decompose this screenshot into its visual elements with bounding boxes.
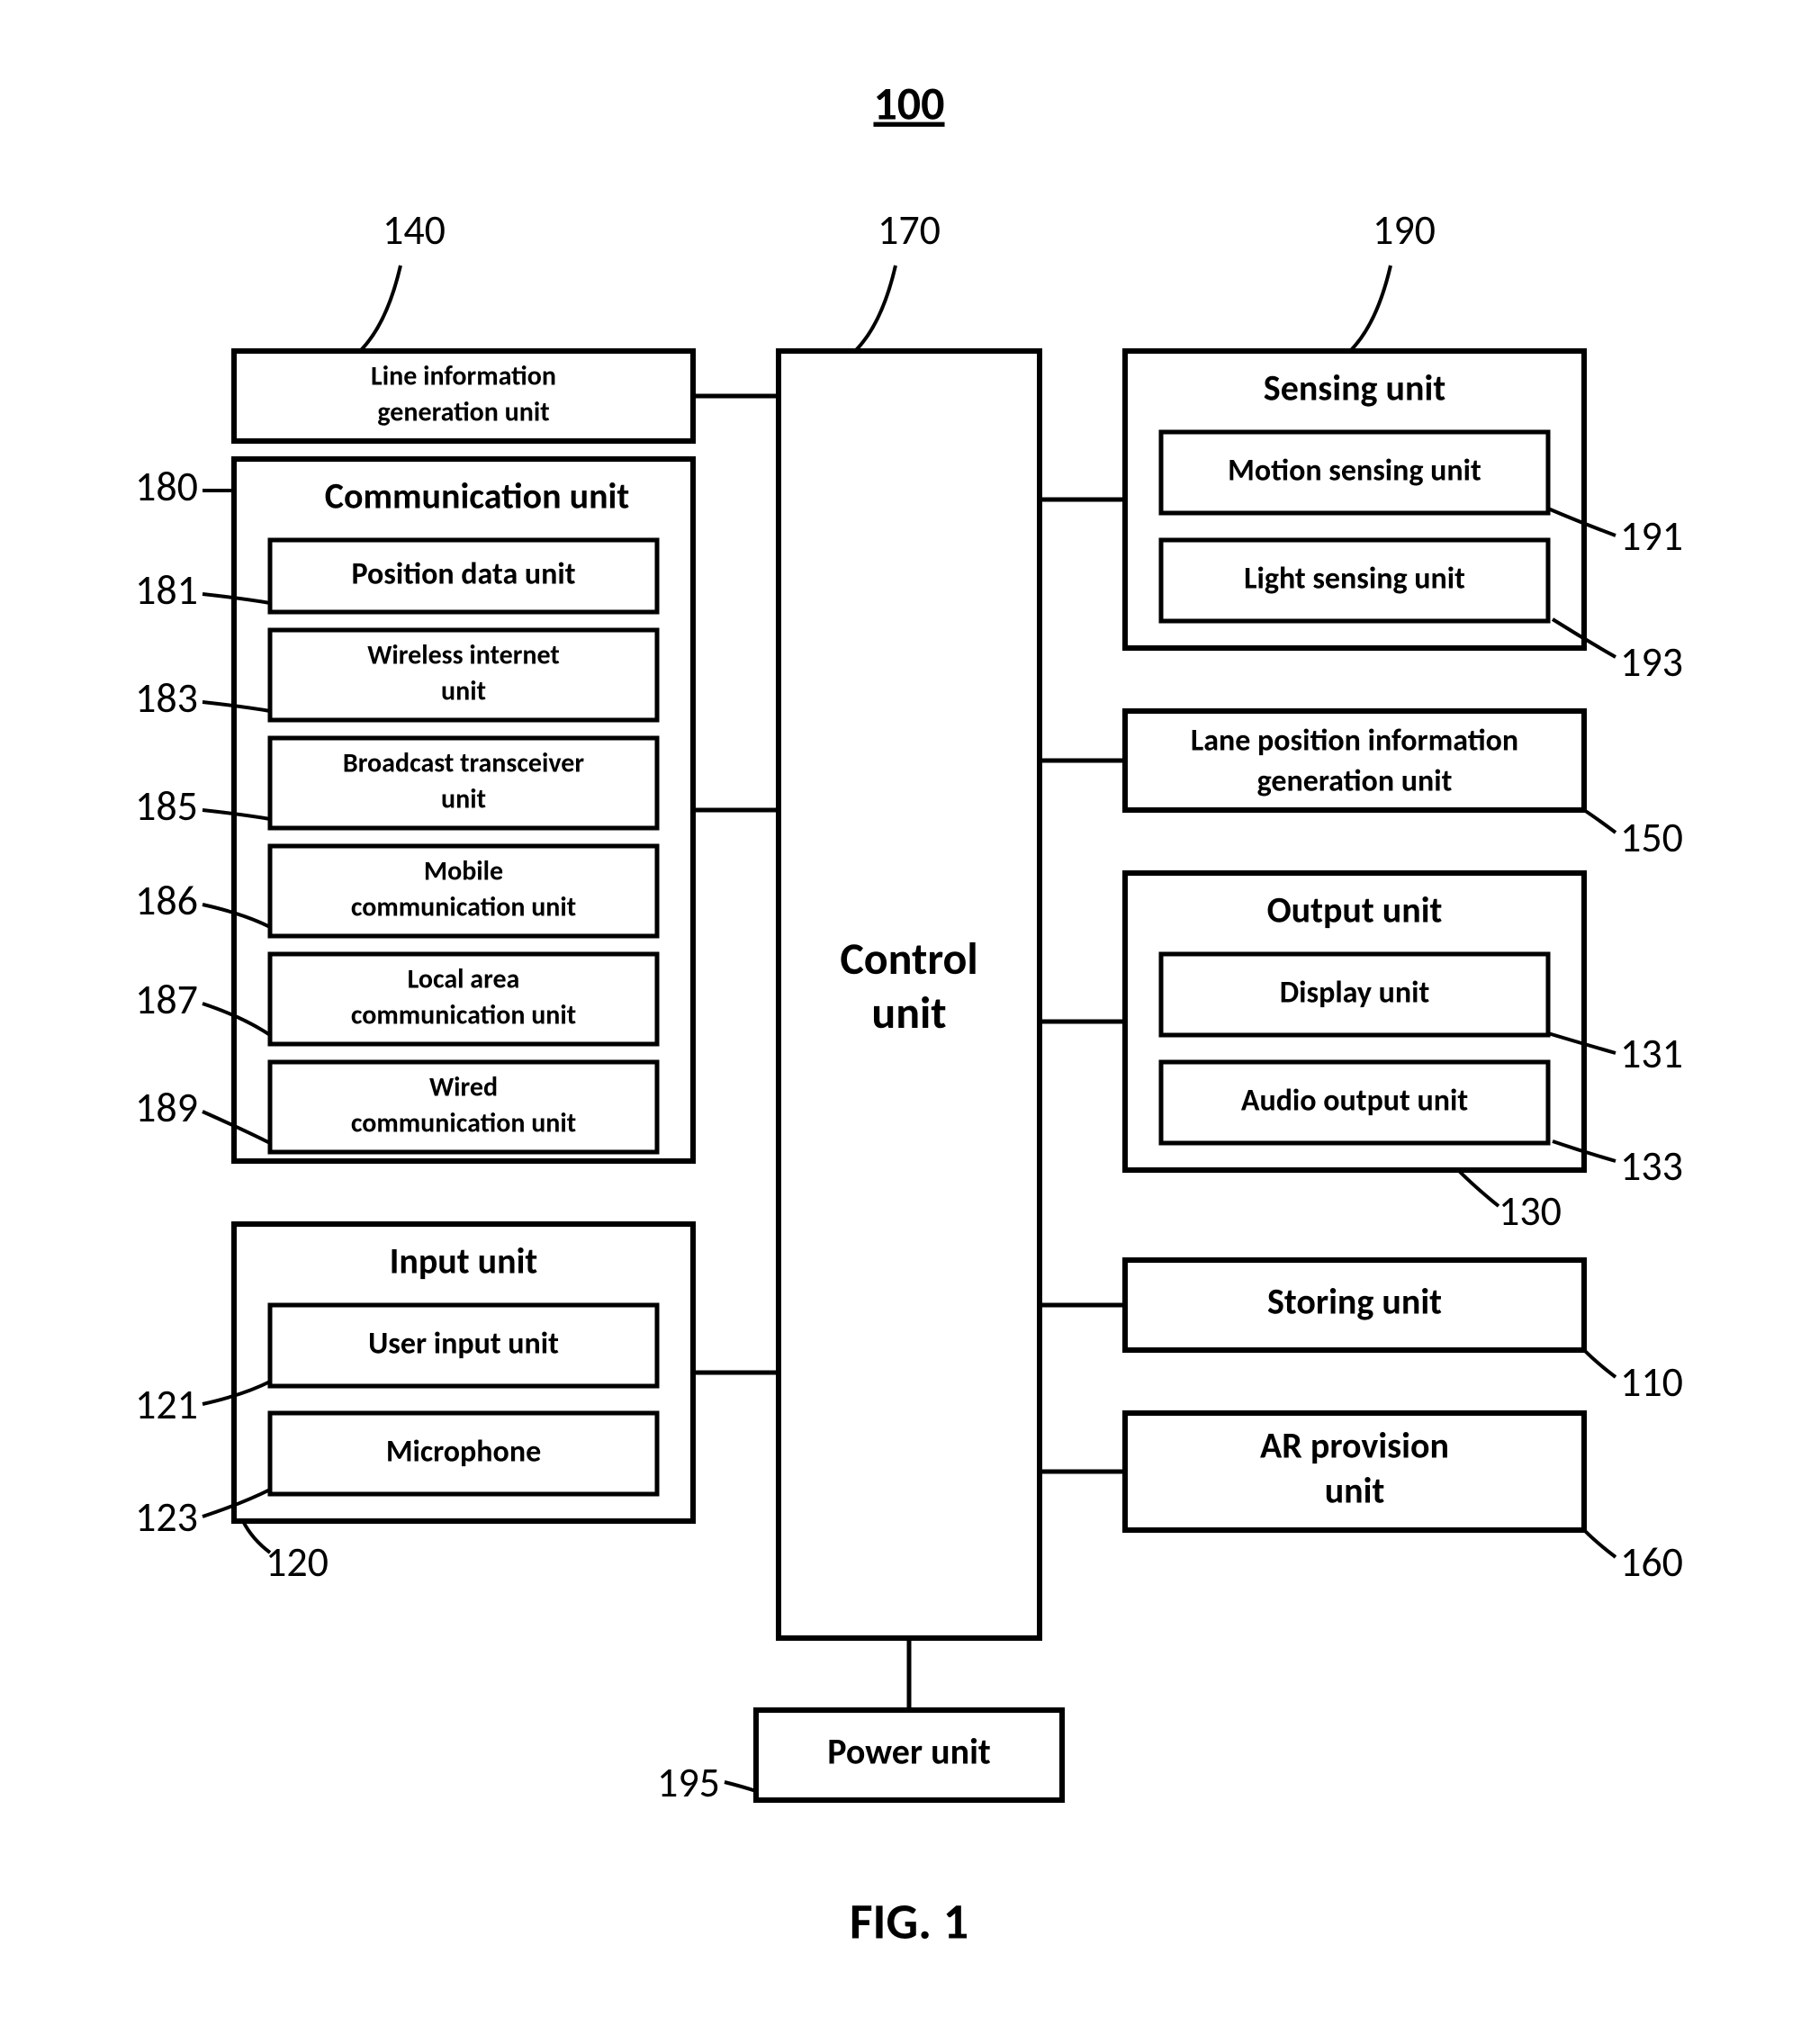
ref-123: 123 <box>135 1492 198 1543</box>
leader-190 <box>1350 266 1391 351</box>
leader-195 <box>725 1782 756 1791</box>
mobile-comm-label-2: communication unit <box>351 890 576 923</box>
ref-185: 185 <box>135 781 198 832</box>
figure-caption: FIG. 1 <box>850 1892 968 1953</box>
broadcast-label-2: unit <box>441 782 486 815</box>
line-info-label-2: generation unit <box>377 395 549 428</box>
output-unit-title: Output unit <box>1267 888 1443 932</box>
block-diagram: 100 140 170 190 Control unit Control uni… <box>0 0 1819 2044</box>
communication-unit-title: Communication unit <box>325 474 630 518</box>
ref-191: 191 <box>1620 511 1683 562</box>
broadcast-label-1: Broadcast transceiver <box>343 746 584 779</box>
ref-189: 189 <box>135 1083 198 1133</box>
ref-170: 170 <box>878 205 941 256</box>
line-info-label-1: Line information <box>371 359 556 392</box>
position-data-label: Position data unit <box>351 555 575 592</box>
leader-130 <box>1458 1170 1499 1206</box>
wireless-internet-label-2: unit <box>441 674 486 707</box>
figure-ref: 100 <box>873 75 944 132</box>
ref-183: 183 <box>135 673 198 724</box>
leader-170 <box>855 266 896 351</box>
lane-position-label-1: Lane position information <box>1191 722 1518 759</box>
leader-110 <box>1584 1350 1616 1377</box>
storing-unit-label: Storing unit <box>1267 1280 1442 1324</box>
ref-187: 187 <box>135 975 198 1025</box>
sensing-unit-title: Sensing unit <box>1264 366 1446 410</box>
wireless-internet-label-1: Wireless internet <box>367 638 560 671</box>
microphone-label: Microphone <box>386 1433 541 1470</box>
control-unit-label-1: Control <box>840 932 977 986</box>
ref-193: 193 <box>1620 637 1683 688</box>
wired-comm-label-1: Wired <box>429 1070 498 1103</box>
ref-140: 140 <box>383 205 446 256</box>
leader-150 <box>1584 810 1616 833</box>
ref-160: 160 <box>1620 1537 1683 1588</box>
power-unit-label: Power unit <box>827 1730 991 1774</box>
ar-provision-label-1: AR provision <box>1260 1424 1449 1468</box>
audio-output-label: Audio output unit <box>1241 1082 1469 1119</box>
ref-133: 133 <box>1620 1141 1683 1192</box>
ref-150: 150 <box>1620 813 1683 863</box>
user-input-label: User input unit <box>368 1325 559 1362</box>
display-unit-label: Display unit <box>1280 974 1430 1011</box>
control-unit-label-2: unit <box>871 986 946 1040</box>
ref-121: 121 <box>135 1380 198 1430</box>
ref-190: 190 <box>1373 205 1436 256</box>
ref-131: 131 <box>1620 1029 1683 1079</box>
ref-120: 120 <box>266 1537 329 1588</box>
leader-140 <box>360 266 401 351</box>
ref-181: 181 <box>135 565 198 616</box>
ref-195: 195 <box>657 1758 720 1808</box>
ref-130: 130 <box>1499 1186 1562 1237</box>
ref-180: 180 <box>135 462 198 512</box>
wired-comm-label-2: communication unit <box>351 1106 576 1139</box>
mobile-comm-label-1: Mobile <box>424 854 503 887</box>
motion-sensing-label: Motion sensing unit <box>1228 452 1481 489</box>
lane-position-label-2: generation unit <box>1257 762 1453 799</box>
ar-provision-label-2: unit <box>1325 1469 1385 1513</box>
ref-110: 110 <box>1620 1357 1683 1408</box>
input-unit-title: Input unit <box>390 1239 538 1283</box>
ref-186: 186 <box>135 876 198 926</box>
light-sensing-label: Light sensing unit <box>1244 560 1465 597</box>
local-area-label-1: Local area <box>408 962 520 995</box>
leader-160 <box>1584 1530 1616 1557</box>
local-area-label-2: communication unit <box>351 998 576 1031</box>
